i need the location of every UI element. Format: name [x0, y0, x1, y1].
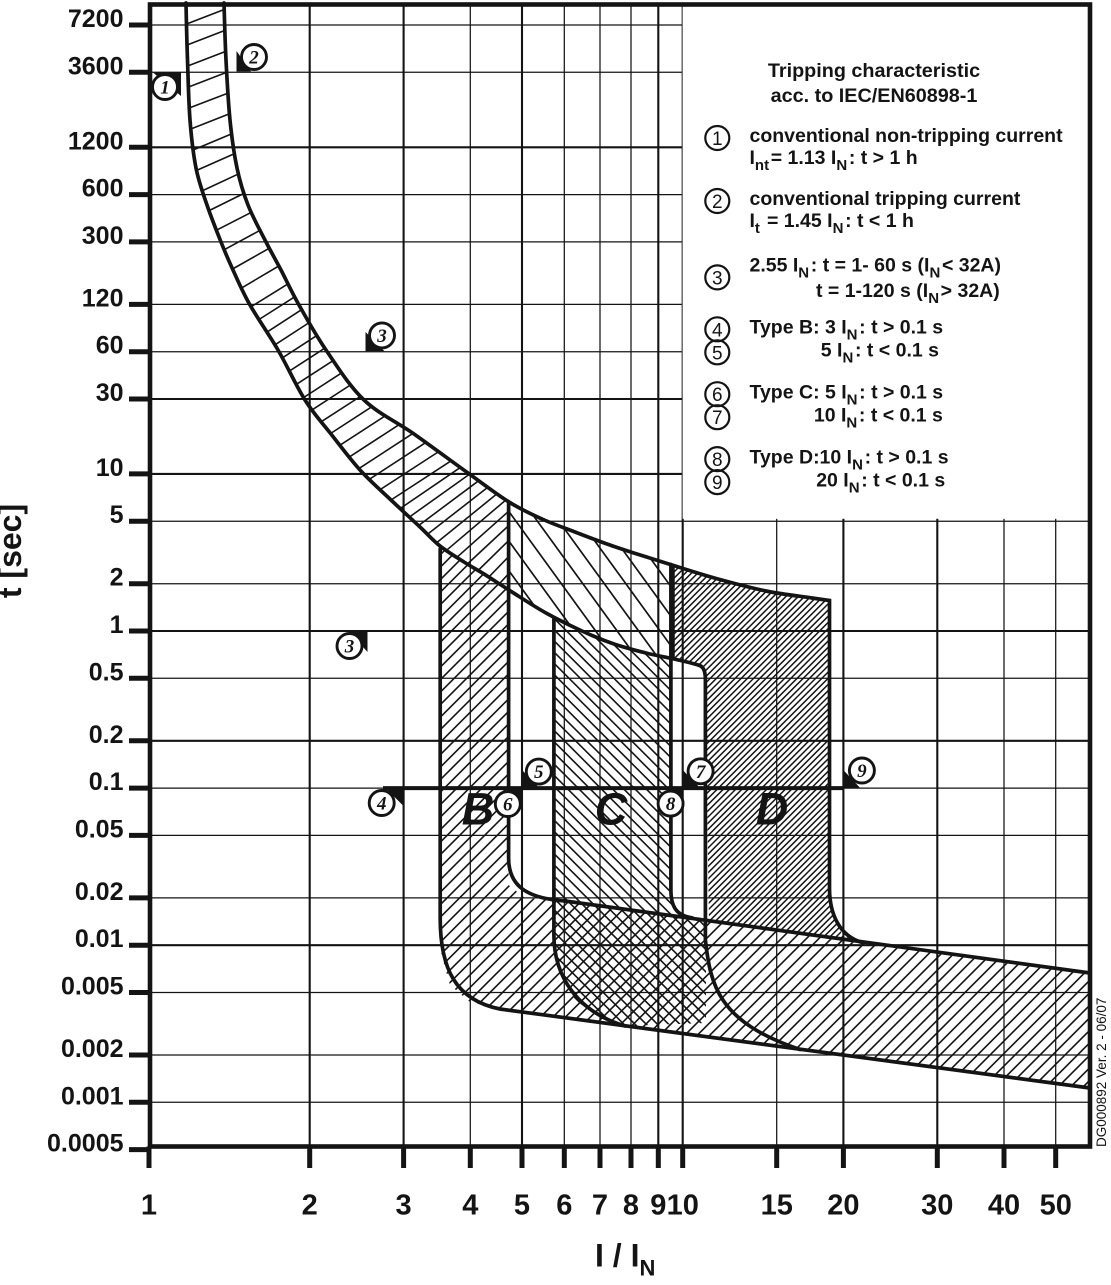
svg-text:9: 9 — [712, 473, 723, 494]
svg-text:7: 7 — [712, 408, 723, 429]
svg-text:3: 3 — [344, 637, 355, 658]
svg-text:3: 3 — [712, 268, 723, 289]
svg-text:1200: 1200 — [68, 127, 124, 155]
svg-text:0.05: 0.05 — [75, 815, 124, 843]
svg-text:1: 1 — [110, 611, 124, 639]
svg-text:1: 1 — [141, 1190, 157, 1222]
svg-text:8: 8 — [623, 1190, 639, 1222]
svg-text:600: 600 — [82, 175, 124, 203]
svg-text:acc. to IEC/EN60898-1: acc. to IEC/EN60898-1 — [771, 85, 978, 107]
svg-text:0.002: 0.002 — [61, 1035, 124, 1063]
svg-text:0.02: 0.02 — [75, 878, 124, 906]
svg-text:300: 300 — [82, 222, 124, 250]
svg-text:9: 9 — [650, 1190, 666, 1222]
svg-text:conventional tripping current: conventional tripping current — [750, 188, 1021, 210]
svg-text:10: 10 — [96, 454, 124, 482]
svg-text:2: 2 — [110, 564, 124, 592]
svg-text:conventional non-tripping curr: conventional non-tripping current — [750, 125, 1064, 147]
svg-text:3: 3 — [376, 326, 387, 347]
svg-text:20: 20 — [827, 1190, 859, 1222]
svg-text:5: 5 — [534, 762, 544, 783]
svg-text:6: 6 — [556, 1190, 572, 1222]
svg-text:8: 8 — [712, 450, 723, 471]
svg-text:C: C — [595, 784, 629, 835]
svg-text:7200: 7200 — [68, 5, 124, 33]
svg-text:6: 6 — [503, 795, 513, 816]
svg-text:0.5: 0.5 — [89, 658, 124, 686]
svg-text:0.0005: 0.0005 — [47, 1130, 124, 1158]
svg-text:3: 3 — [396, 1190, 412, 1222]
svg-text:60: 60 — [96, 332, 124, 360]
svg-text:0.001: 0.001 — [61, 1082, 124, 1110]
svg-text:10: 10 — [667, 1190, 699, 1222]
svg-text:1: 1 — [712, 129, 723, 150]
svg-text:Tripping characteristic: Tripping characteristic — [768, 60, 980, 82]
svg-text:7: 7 — [696, 762, 707, 783]
svg-text:t [sec]: t [sec] — [0, 504, 28, 598]
svg-text:0.005: 0.005 — [61, 973, 124, 1001]
svg-text:1: 1 — [160, 78, 170, 99]
svg-text:4: 4 — [462, 1190, 478, 1222]
svg-text:2: 2 — [248, 48, 259, 69]
svg-text:5: 5 — [514, 1190, 530, 1222]
svg-text:D: D — [756, 784, 789, 835]
svg-text:5: 5 — [110, 501, 124, 529]
svg-text:6: 6 — [712, 385, 723, 406]
svg-text:4: 4 — [712, 320, 723, 341]
svg-text:4: 4 — [376, 794, 387, 815]
svg-text:30: 30 — [96, 379, 124, 407]
svg-text:8: 8 — [666, 794, 676, 815]
svg-text:5: 5 — [712, 343, 723, 364]
svg-text:40: 40 — [988, 1190, 1020, 1222]
svg-text:7: 7 — [592, 1190, 608, 1222]
svg-text:0.2: 0.2 — [89, 721, 124, 749]
svg-text:15: 15 — [761, 1190, 793, 1222]
svg-text:B: B — [462, 784, 495, 835]
svg-text:120: 120 — [82, 284, 124, 312]
svg-text:0.01: 0.01 — [75, 925, 124, 953]
svg-text:0.1: 0.1 — [89, 768, 124, 796]
svg-text:2: 2 — [302, 1190, 318, 1222]
svg-text:50: 50 — [1040, 1190, 1072, 1222]
svg-text:3600: 3600 — [68, 52, 124, 80]
svg-text:9: 9 — [857, 761, 867, 782]
svg-text:DG000892 Ver. 2 - 06/07: DG000892 Ver. 2 - 06/07 — [1094, 998, 1109, 1147]
svg-text:2: 2 — [712, 192, 723, 213]
svg-text:30: 30 — [921, 1190, 953, 1222]
